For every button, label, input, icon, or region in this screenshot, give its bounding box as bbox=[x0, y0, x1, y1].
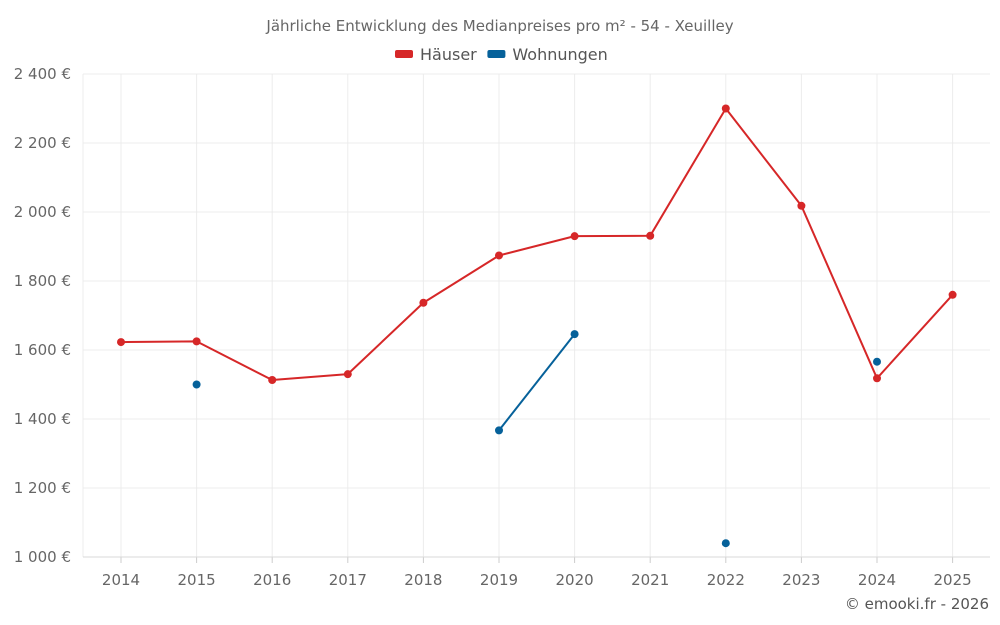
x-tick-label: 2022 bbox=[707, 571, 745, 589]
x-tick-label: 2014 bbox=[102, 571, 140, 589]
y-tick-label: 2 400 € bbox=[14, 65, 71, 83]
x-tick-label: 2024 bbox=[858, 571, 896, 589]
data-point-h-user[interactable] bbox=[646, 231, 655, 240]
data-point-wohnungen[interactable] bbox=[721, 539, 730, 548]
data-point-h-user[interactable] bbox=[948, 290, 957, 299]
y-tick-label: 2 000 € bbox=[14, 203, 71, 221]
data-point-wohnungen[interactable] bbox=[192, 380, 201, 389]
copyright-credit: © emooki.fr - 2026 bbox=[845, 595, 989, 613]
data-point-h-user[interactable] bbox=[721, 104, 730, 113]
series-layer bbox=[117, 104, 957, 548]
axes: 1 000 € 1 200 € 1 400 € 1 600 € 1 800 € 2 000… bbox=[14, 65, 990, 589]
x-tick-label: 2021 bbox=[631, 571, 669, 589]
y-tick-label: 1 200 € bbox=[14, 479, 71, 497]
legend-label-wohnungen[interactable]: Wohnungen bbox=[512, 45, 607, 64]
data-point-wohnungen[interactable] bbox=[873, 357, 881, 366]
y-tick-label: 1 800 € bbox=[14, 272, 71, 290]
x-tick-label: 2017 bbox=[329, 571, 367, 589]
data-point-wohnungen[interactable] bbox=[495, 426, 503, 435]
x-tick-label: 2020 bbox=[556, 571, 594, 589]
legend-swatch-h-user[interactable] bbox=[395, 50, 413, 58]
data-point-h-user[interactable] bbox=[192, 337, 201, 346]
series-line-wohnungen bbox=[498, 333, 576, 432]
x-tick-label: 2018 bbox=[404, 571, 442, 589]
x-tick-label: 2025 bbox=[934, 571, 972, 589]
legend-swatch-wohnungen[interactable] bbox=[487, 50, 506, 58]
data-point-h-user[interactable] bbox=[419, 298, 428, 307]
data-point-h-user[interactable] bbox=[570, 232, 579, 241]
series-line-h-user bbox=[120, 107, 954, 382]
legend-label-h-user[interactable]: Häuser bbox=[420, 45, 477, 64]
y-tick-label: 1 600 € bbox=[14, 341, 71, 359]
x-tick-label: 2023 bbox=[782, 571, 820, 589]
x-tick-label: 2016 bbox=[253, 571, 291, 589]
data-point-h-user[interactable] bbox=[797, 201, 806, 210]
x-tick-label: 2015 bbox=[178, 571, 216, 589]
data-point-h-user[interactable] bbox=[343, 370, 352, 379]
x-tick-label: 2019 bbox=[480, 571, 518, 589]
data-point-h-user[interactable] bbox=[268, 376, 277, 385]
data-point-h-user[interactable] bbox=[117, 338, 125, 347]
legend: Häuser Wohnungen bbox=[395, 45, 608, 64]
data-point-h-user[interactable] bbox=[873, 374, 881, 383]
y-tick-label: 2 200 € bbox=[14, 134, 71, 152]
grid bbox=[83, 73, 990, 557]
data-point-wohnungen[interactable] bbox=[570, 330, 579, 339]
y-tick-label: 1 000 € bbox=[14, 548, 71, 566]
data-point-h-user[interactable] bbox=[495, 251, 503, 260]
y-tick-label: 1 400 € bbox=[14, 410, 71, 428]
chart-title: Jährliche Entwicklung des Medianpreises … bbox=[265, 17, 733, 35]
